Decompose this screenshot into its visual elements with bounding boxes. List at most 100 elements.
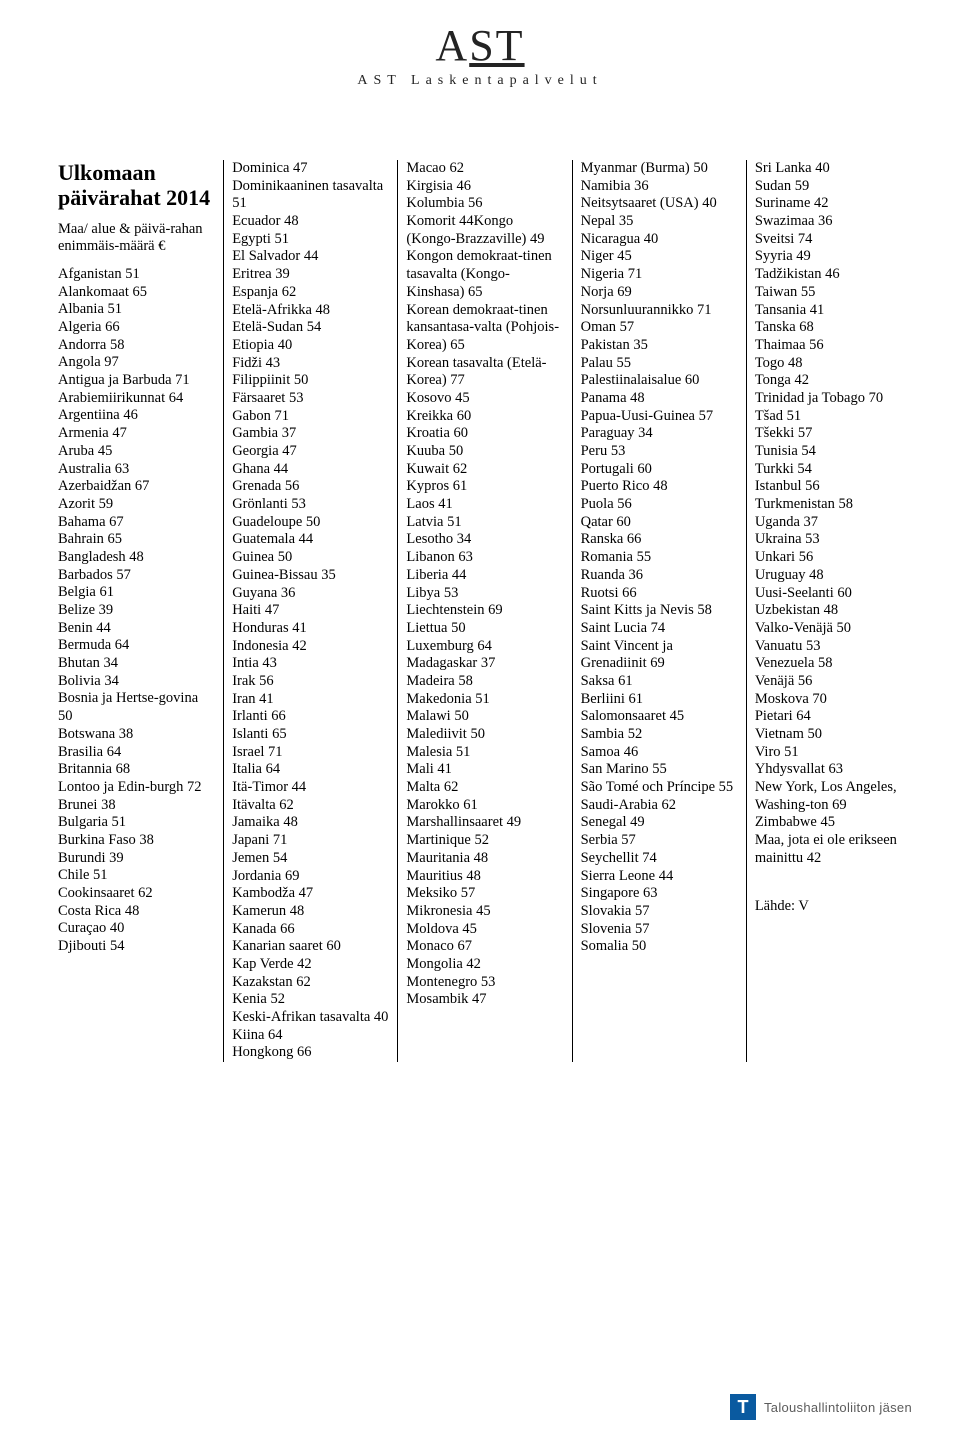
list-item: Gabon 71 xyxy=(232,408,389,426)
list-item: Monaco 67 xyxy=(406,938,563,956)
list-item: Kypros 61 xyxy=(406,478,563,496)
list-item: Kirgisia 46 xyxy=(406,178,563,196)
list-item: Dominica 47 xyxy=(232,160,389,178)
header-logo: AST AST Laskentapalvelut xyxy=(357,20,602,89)
list-item: Uruguay 48 xyxy=(755,567,912,585)
list-item: Saint Kitts ja Nevis 58 xyxy=(581,602,738,620)
list-item: Andorra 58 xyxy=(58,337,215,355)
list-item: Unkari 56 xyxy=(755,549,912,567)
list-item: Turkki 54 xyxy=(755,461,912,479)
list-item: Qatar 60 xyxy=(581,514,738,532)
list-item: Salomonsaaret 45 xyxy=(581,708,738,726)
list-item: Honduras 41 xyxy=(232,620,389,638)
list-item: Madagaskar 37 xyxy=(406,655,563,673)
list-item: Malta 62 xyxy=(406,779,563,797)
list-item: Curaçao 40 xyxy=(58,920,215,938)
list-item: Japani 71 xyxy=(232,832,389,850)
list-item: Sudan 59 xyxy=(755,178,912,196)
list-item: Aruba 45 xyxy=(58,443,215,461)
list-item: Puola 56 xyxy=(581,496,738,514)
list-item: Kazakstan 62 xyxy=(232,974,389,992)
list-item: Uusi-Seelanti 60 xyxy=(755,585,912,603)
list-item: Alankomaat 65 xyxy=(58,284,215,302)
list-item: Arabiemiirikunnat 64 xyxy=(58,390,215,408)
list-item: Keski-Afrikan tasavalta 40 xyxy=(232,1009,389,1027)
list-item: Antigua ja Barbuda 71 xyxy=(58,372,215,390)
list-item: Liberia 44 xyxy=(406,567,563,585)
list-item: Lesotho 34 xyxy=(406,531,563,549)
list-item: Palau 55 xyxy=(581,355,738,373)
list-item: Marshallinsaaret 49 xyxy=(406,814,563,832)
list-item: Grenada 56 xyxy=(232,478,389,496)
list-item: São Tomé och Príncipe 55 xyxy=(581,779,738,797)
list-item: Malesia 51 xyxy=(406,744,563,762)
list-item: Vietnam 50 xyxy=(755,726,912,744)
list-item: Meksiko 57 xyxy=(406,885,563,903)
list-item: Nigeria 71 xyxy=(581,266,738,284)
list-item: Bosnia ja Hertse-govina 50 xyxy=(58,690,215,725)
list-item: Namibia 36 xyxy=(581,178,738,196)
list-item: Nepal 35 xyxy=(581,213,738,231)
footer-logo: T Taloushallintoliiton jäsen xyxy=(730,1394,912,1420)
list-item: Costa Rica 48 xyxy=(58,903,215,921)
list-item: Lontoo ja Edin-burgh 72 xyxy=(58,779,215,797)
footer-badge-icon: T xyxy=(730,1394,756,1420)
column-4: Myanmar (Burma) 50Namibia 36Neitsytsaare… xyxy=(573,160,747,1062)
list-item: Berliini 61 xyxy=(581,691,738,709)
list-item: Mali 41 xyxy=(406,761,563,779)
list-item: Kolumbia 56 xyxy=(406,195,563,213)
list-item: Valko-Venäjä 50 xyxy=(755,620,912,638)
list-item: Turkmenistan 58 xyxy=(755,496,912,514)
list-item: Tšekki 57 xyxy=(755,425,912,443)
list-item: Portugali 60 xyxy=(581,461,738,479)
list-item: Brasilia 64 xyxy=(58,744,215,762)
list-item: Kanada 66 xyxy=(232,921,389,939)
list-item: Kenia 52 xyxy=(232,991,389,1009)
list-item: Kuwait 62 xyxy=(406,461,563,479)
list-item: Hongkong 66 xyxy=(232,1044,389,1062)
list-item: Sri Lanka 40 xyxy=(755,160,912,178)
list-item: Jamaika 48 xyxy=(232,814,389,832)
list-item: Azorit 59 xyxy=(58,496,215,514)
list-item: Eritrea 39 xyxy=(232,266,389,284)
list-item: El Salvador 44 xyxy=(232,248,389,266)
list-item: Afganistan 51 xyxy=(58,266,215,284)
list-item: Bangladesh 48 xyxy=(58,549,215,567)
list-item: San Marino 55 xyxy=(581,761,738,779)
list-item: Jordania 69 xyxy=(232,868,389,886)
list-item: Ghana 44 xyxy=(232,461,389,479)
col5-list: Sri Lanka 40Sudan 59Suriname 42Swazimaa … xyxy=(755,160,912,868)
list-item: Georgia 47 xyxy=(232,443,389,461)
list-item: Albania 51 xyxy=(58,301,215,319)
list-item: Makedonia 51 xyxy=(406,691,563,709)
list-item: Saint Vincent ja Grenadiinit 69 xyxy=(581,638,738,673)
list-item: Sveitsi 74 xyxy=(755,231,912,249)
list-item: Pietari 64 xyxy=(755,708,912,726)
list-item: Kiina 64 xyxy=(232,1027,389,1045)
list-item: Fidži 43 xyxy=(232,355,389,373)
list-item: Macao 62 xyxy=(406,160,563,178)
list-item: Kanarian saaret 60 xyxy=(232,938,389,956)
list-item: Yhdysvallat 63 xyxy=(755,761,912,779)
list-item: Kongon demokraat-tinen tasavalta (Kongo-… xyxy=(406,248,563,301)
list-item: Trinidad ja Tobago 70 xyxy=(755,390,912,408)
list-item: Grönlanti 53 xyxy=(232,496,389,514)
list-item: Benin 44 xyxy=(58,620,215,638)
list-item: Guyana 36 xyxy=(232,585,389,603)
list-item: Seychellit 74 xyxy=(581,850,738,868)
list-item: Tunisia 54 xyxy=(755,443,912,461)
list-item: Palestiinalaisalue 60 xyxy=(581,372,738,390)
list-item: Neitsytsaaret (USA) 40 xyxy=(581,195,738,213)
list-item: Oman 57 xyxy=(581,319,738,337)
list-item: Slovakia 57 xyxy=(581,903,738,921)
list-item: Moldova 45 xyxy=(406,921,563,939)
list-item: Indonesia 42 xyxy=(232,638,389,656)
col4-list: Myanmar (Burma) 50Namibia 36Neitsytsaare… xyxy=(581,160,738,956)
list-item: Ruanda 36 xyxy=(581,567,738,585)
list-item: Kap Verde 42 xyxy=(232,956,389,974)
list-item: Libya 53 xyxy=(406,585,563,603)
list-item: Martinique 52 xyxy=(406,832,563,850)
list-item: Saint Lucia 74 xyxy=(581,620,738,638)
list-item: Djibouti 54 xyxy=(58,938,215,956)
list-item: Myanmar (Burma) 50 xyxy=(581,160,738,178)
